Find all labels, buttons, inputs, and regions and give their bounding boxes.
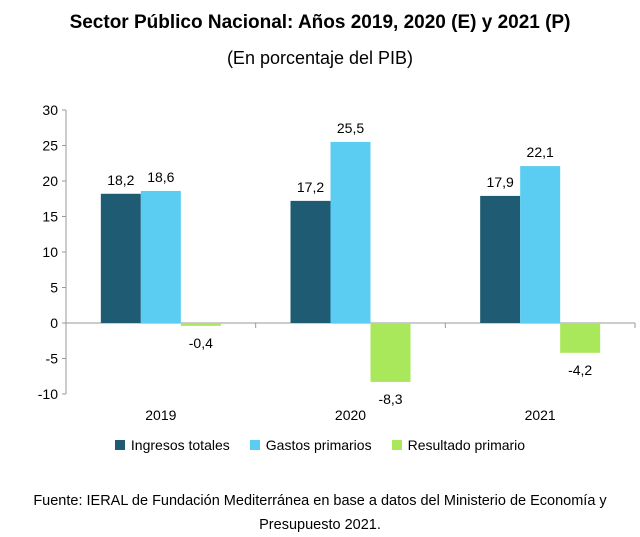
y-tick-label: 20 — [42, 173, 58, 189]
x-tick-label: 2020 — [335, 407, 366, 423]
bar — [180, 323, 221, 326]
y-tick-label: 5 — [50, 280, 58, 296]
legend-swatch-ingresos — [114, 440, 125, 450]
bar — [560, 323, 601, 353]
data-label: 18,2 — [107, 172, 134, 188]
x-tick-label: 2021 — [525, 407, 556, 423]
legend-item-ingresos: Ingresos totales — [114, 437, 230, 453]
data-label: -4,2 — [568, 362, 592, 378]
bar — [290, 200, 331, 323]
legend-label-resultado: Resultado primario — [407, 437, 526, 453]
y-tick-label: 30 — [42, 102, 58, 118]
bar — [140, 190, 181, 323]
legend-swatch-resultado — [391, 440, 402, 450]
data-label: 25,5 — [337, 120, 364, 136]
x-tick-label: 2019 — [145, 407, 176, 423]
legend-item-resultado: Resultado primario — [391, 437, 526, 453]
bar — [480, 195, 521, 323]
bar — [370, 323, 411, 382]
source-note: Fuente: IERAL de Fundación Mediterránea … — [33, 493, 607, 533]
data-label: 17,9 — [487, 174, 514, 190]
data-label: 17,2 — [297, 179, 324, 195]
bar-chart: -10 -5 0 5 10 15 20 25 30 18,2 18,6 -0,4 2019 17,2 25,… — [38, 102, 636, 423]
legend-swatch-gastos — [249, 440, 260, 450]
bar — [520, 166, 561, 323]
y-tick-label: 25 — [42, 138, 58, 154]
data-label: 22,1 — [527, 144, 554, 160]
chart-title: Sector Público Nacional: Años 2019, 2020… — [69, 12, 571, 33]
legend-label-ingresos: Ingresos totales — [130, 437, 230, 453]
y-tick-label: 10 — [42, 244, 58, 260]
y-tick-label: 0 — [50, 315, 58, 331]
legend: Ingresos totales Gastos primarios Result… — [0, 437, 640, 453]
y-tick-label: -10 — [38, 386, 58, 402]
data-label: -0,4 — [189, 335, 213, 351]
data-label: -8,3 — [378, 391, 402, 407]
data-label: 18,6 — [147, 169, 174, 185]
chart-subtitle: (En porcentaje del PIB) — [226, 48, 414, 68]
y-tick-label: 15 — [42, 209, 58, 225]
bar — [330, 141, 371, 323]
legend-label-gastos: Gastos primarios — [265, 437, 372, 453]
y-tick-label: -5 — [46, 351, 59, 367]
legend-item-gastos: Gastos primarios — [249, 437, 372, 453]
bar — [100, 193, 141, 323]
